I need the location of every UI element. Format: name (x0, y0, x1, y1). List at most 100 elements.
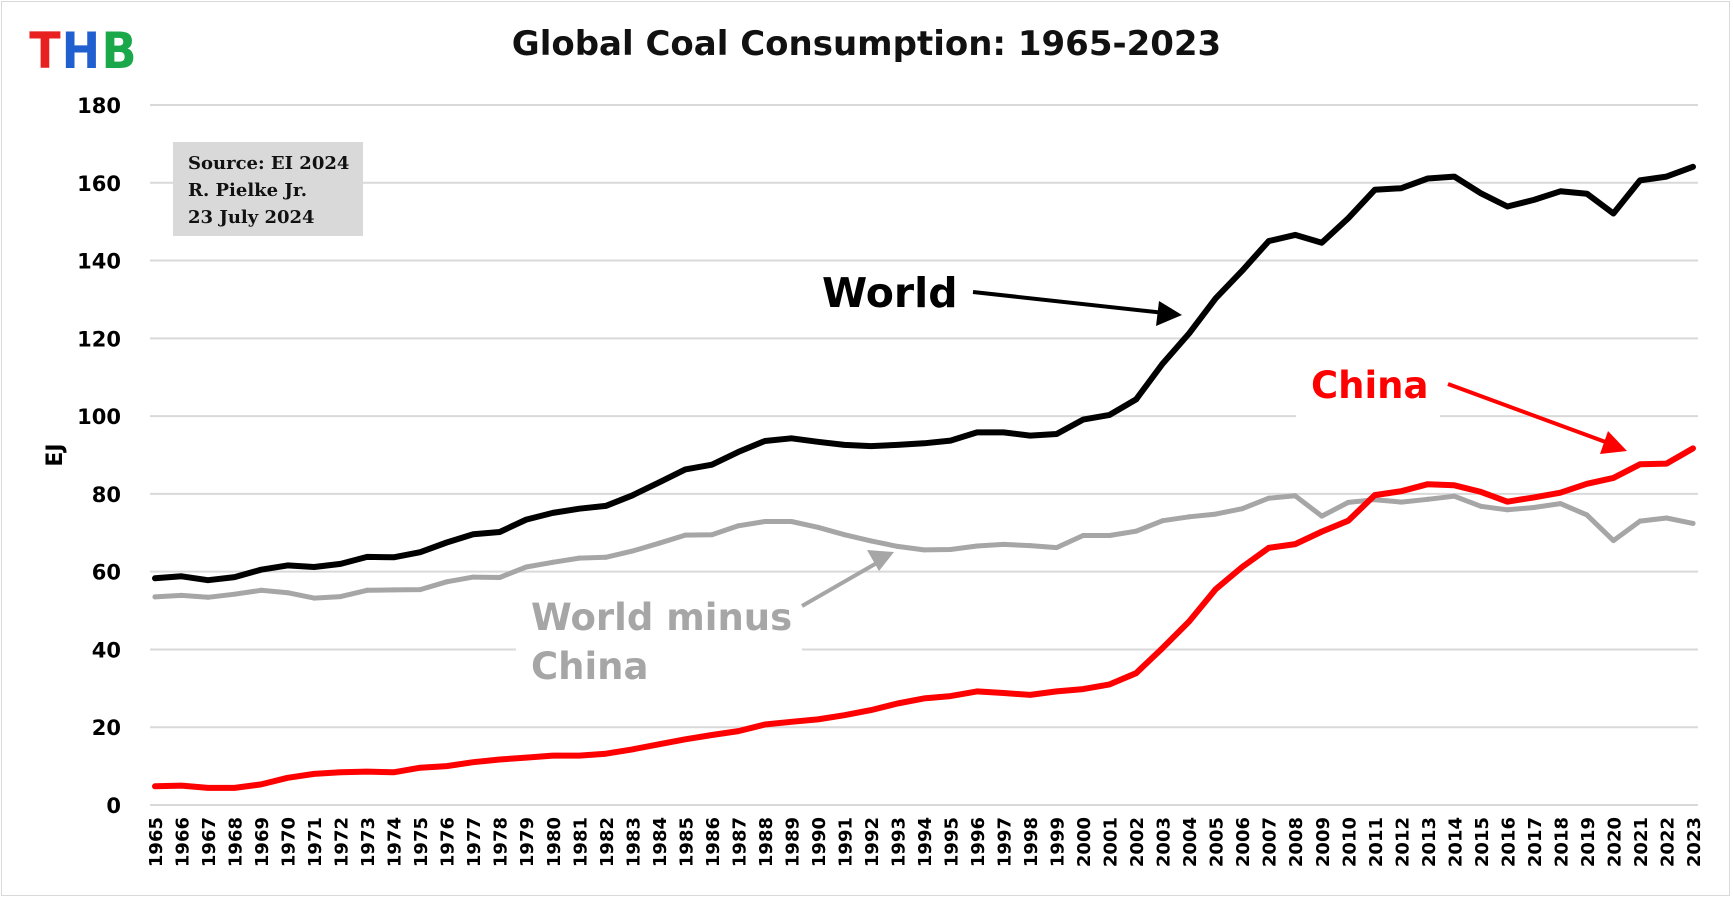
data-point-world (1690, 164, 1696, 170)
data-point-china (1133, 670, 1139, 676)
chart-title: Global Coal Consumption: 1965-2023 (511, 24, 1222, 64)
data-point-china (470, 759, 476, 765)
data-point-china (1001, 690, 1007, 696)
x-tick-label: 1980 (544, 817, 565, 867)
y-tick-label: 60 (92, 561, 121, 585)
x-tick-label: 2009 (1313, 817, 1334, 867)
data-point-world-minus-china (1001, 541, 1007, 547)
data-point-china (1531, 494, 1537, 500)
data-point-china (1584, 481, 1590, 487)
data-point-world-minus-china (1186, 514, 1192, 520)
x-tick-label: 1968 (226, 817, 247, 867)
y-axis-label: EJ (43, 443, 68, 466)
data-point-world-minus-china (762, 519, 768, 524)
x-tick-label: 2016 (1498, 817, 1519, 867)
world-minus-china-arrow-shaft (801, 558, 883, 608)
data-point-world-minus-china (815, 524, 821, 530)
data-point-world-minus-china (391, 587, 397, 593)
data-point-world-minus-china (921, 547, 927, 553)
data-point-china (1054, 688, 1060, 694)
x-tick-labels: 1965 1966 1967 1968 1969 1970 1971 1972 1973 1974… (146, 817, 1705, 867)
x-tick-label: 2003 (1154, 817, 1175, 867)
data-point-world (1610, 211, 1616, 216)
x-tick-label: 1976 (438, 817, 459, 867)
x-tick-label: 1978 (491, 817, 512, 867)
y-tick-label: 0 (106, 794, 121, 818)
world-minus-china-label-line1: World minus (531, 596, 792, 639)
data-point-world-minus-china (1107, 533, 1113, 538)
data-point-world-minus-china (311, 595, 317, 601)
data-point-china (1504, 499, 1510, 505)
data-point-world (1451, 174, 1457, 180)
data-point-world-minus-china (1637, 518, 1643, 524)
x-tick-label: 1983 (623, 817, 644, 867)
data-point-world (417, 549, 423, 555)
data-point-china (179, 783, 184, 789)
data-point-china (1213, 586, 1219, 592)
data-point-world-minus-china (1451, 493, 1457, 499)
data-point-china (1160, 645, 1166, 651)
data-point-world-minus-china (1425, 496, 1431, 502)
data-point-china (974, 688, 980, 694)
data-point-world-minus-china (364, 587, 370, 593)
x-tick-label: 2008 (1286, 817, 1307, 867)
data-point-world-minus-china (682, 532, 688, 538)
data-point-world (311, 564, 317, 570)
x-tick-label: 2023 (1684, 817, 1705, 867)
y-tick-label: 140 (77, 250, 121, 274)
y-tick-label: 160 (77, 172, 121, 196)
data-point-world-minus-china (285, 590, 291, 596)
data-point-china (1398, 488, 1404, 494)
x-tick-label: 2011 (1366, 817, 1387, 867)
data-point-world (152, 575, 158, 581)
data-point-world-minus-china (205, 594, 211, 600)
x-tick-label: 2017 (1525, 817, 1546, 867)
data-point-world (1107, 412, 1113, 418)
data-point-china (417, 765, 423, 771)
data-point-china (1425, 481, 1431, 487)
y-tick-label: 20 (92, 716, 121, 740)
data-point-world (682, 466, 688, 472)
data-point-world (232, 574, 238, 580)
data-point-world-minus-china (788, 519, 794, 524)
data-point-world-minus-china (179, 592, 184, 598)
data-point-world (1266, 238, 1272, 244)
data-point-world (629, 492, 635, 498)
data-point-china (682, 736, 688, 742)
data-point-world-minus-china (497, 575, 503, 580)
data-point-world (735, 449, 741, 455)
data-point-world (576, 506, 582, 512)
data-point-china (550, 753, 556, 759)
data-point-china (841, 712, 847, 718)
x-tick-label: 2013 (1419, 817, 1440, 867)
data-point-world-minus-china (841, 532, 847, 538)
data-point-world-minus-china (735, 523, 741, 529)
data-point-world (948, 438, 953, 444)
data-point-china (1664, 461, 1669, 467)
data-point-world (868, 443, 874, 449)
data-point-world-minus-china (1266, 495, 1272, 501)
data-point-world-minus-china (603, 554, 609, 560)
data-point-world (895, 442, 900, 448)
data-point-china (1610, 475, 1616, 481)
data-point-china (656, 741, 662, 747)
data-point-world (1637, 177, 1643, 183)
data-point-world (364, 554, 370, 560)
x-tick-label: 1979 (517, 817, 538, 867)
x-tick-label: 2001 (1101, 817, 1122, 867)
data-point-china (285, 775, 291, 781)
data-point-world (1027, 433, 1033, 439)
data-point-world (1345, 215, 1351, 221)
world-minus-china-arrow-head (867, 550, 894, 571)
x-tick-label: 1998 (1021, 817, 1042, 867)
data-point-world (1186, 330, 1192, 336)
annotations: World China World minus China (516, 269, 1627, 690)
data-point-world-minus-china (1319, 513, 1325, 519)
x-tick-label: 1994 (915, 817, 936, 867)
data-point-world (762, 438, 768, 444)
x-tick-label: 1991 (835, 817, 856, 867)
data-point-china (629, 746, 635, 752)
x-tick-label: 1982 (597, 817, 618, 867)
china-label-background (1296, 360, 1440, 418)
data-point-world (1054, 431, 1060, 437)
